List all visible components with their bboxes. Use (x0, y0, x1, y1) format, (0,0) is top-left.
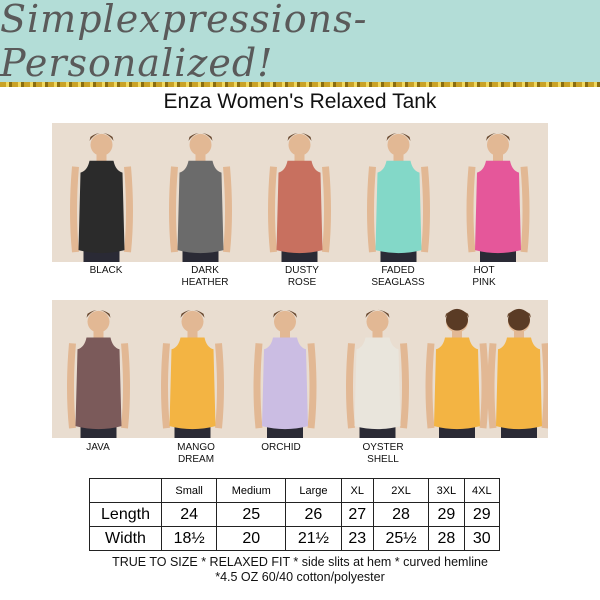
color-label-line1: DUSTY (285, 265, 319, 276)
model-figure (466, 132, 530, 262)
color-label-line1: DARK (191, 265, 219, 276)
size-chart: Small Medium Large XL 2XL 3XL 4XL Length… (89, 478, 501, 551)
size-header-cell: Medium (216, 478, 287, 503)
size-value: 28 (428, 526, 465, 551)
tank-top (354, 337, 401, 430)
color-photo (448, 123, 548, 262)
color-label-line1: ORCHID (261, 442, 301, 453)
size-header-cell: 4XL (463, 478, 501, 503)
model-figure (161, 309, 224, 438)
model-figure (67, 309, 130, 438)
brand-banner: Simplexpressions- Personalized! (0, 0, 600, 85)
size-header-cell: XL (340, 478, 374, 503)
model-figure (425, 308, 489, 438)
model-figure (367, 132, 430, 262)
size-header-row: Small Medium Large XL 2XL 3XL 4XL (89, 478, 501, 503)
size-value: 29 (463, 502, 501, 527)
back-view-photo (425, 300, 548, 438)
color-label: DUSTY ROSE (257, 265, 347, 289)
color-photo-row-2 (52, 300, 548, 438)
size-value: 25 (216, 502, 287, 527)
tank-top (276, 160, 323, 254)
tank-top (169, 337, 216, 430)
model-figure (346, 309, 409, 438)
fabric-note: *4.5 OZ 60/40 cotton/polyester (215, 570, 385, 584)
color-label-line2: ROSE (287, 277, 317, 288)
model-figure (268, 132, 331, 262)
size-header-cell: 3XL (428, 478, 465, 503)
size-value: 23 (340, 526, 374, 551)
size-value: 30 (463, 526, 501, 551)
color-label-line2: PINK (472, 277, 496, 288)
color-photo (52, 123, 151, 262)
product-title: Enza Women's Relaxed Tank (163, 90, 437, 113)
color-label: MANGO DREAM (151, 442, 241, 466)
color-label: OYSTER SHELL (338, 442, 428, 466)
color-label-line1: OYSTER (362, 442, 404, 453)
row-label: Width (89, 526, 162, 551)
model-figure (253, 309, 317, 438)
size-value: 26 (285, 502, 342, 527)
size-header-cell: Small (160, 478, 218, 503)
color-label-line1: FADED (381, 265, 415, 276)
size-value: 27 (340, 502, 374, 527)
color-label-line1: HOT (473, 265, 495, 276)
size-value: 25½ (372, 526, 430, 551)
brand-logo-text: Simplexpressions- Personalized! (0, 0, 368, 85)
color-label-line2: DREAM (177, 454, 215, 465)
tank-top (75, 337, 122, 430)
color-label: HOT PINK (439, 265, 529, 289)
fit-note: TRUE TO SIZE * RELAXED FIT * side slits … (112, 555, 488, 569)
product-notes: TRUE TO SIZE * RELAXED FIT * side slits … (0, 555, 600, 585)
size-value: 18½ (160, 526, 218, 551)
tank-top (177, 160, 224, 254)
color-label-line2: SEAGLASS (371, 277, 425, 288)
color-label-line2: HEATHER (181, 277, 229, 288)
model-figure (487, 308, 548, 438)
model-figure (169, 132, 232, 262)
tank-top (78, 160, 125, 254)
size-value: 29 (428, 502, 465, 527)
color-label-line1: JAVA (86, 442, 110, 453)
color-label-line1: BLACK (89, 265, 123, 276)
size-value: 28 (372, 502, 430, 527)
model-figure (70, 132, 133, 262)
color-photo-row-1 (52, 123, 548, 262)
size-value: 24 (160, 502, 218, 527)
color-label: FADED SEAGLASS (353, 265, 443, 289)
color-label-line1: MANGO (177, 442, 215, 453)
color-photo (52, 300, 145, 438)
tank-top (375, 160, 422, 254)
color-label: BLACK (61, 265, 151, 277)
tank-top (434, 337, 480, 430)
size-header-cell: 2XL (372, 478, 430, 503)
color-label: DARK HEATHER (160, 265, 250, 289)
color-photo (240, 300, 330, 438)
color-photo (145, 300, 240, 438)
color-label: JAVA (53, 442, 143, 454)
color-photo (349, 123, 448, 262)
width-row: Width 18½ 20 21½ 23 25½ 28 30 (89, 526, 501, 551)
size-header-cell (89, 478, 162, 503)
row-label: Length (89, 502, 162, 527)
size-value: 21½ (285, 526, 342, 551)
size-value: 20 (216, 526, 287, 551)
tank-top (496, 337, 542, 430)
color-label-line2: SHELL (367, 454, 399, 465)
color-label: ORCHID (236, 442, 326, 454)
color-photo (151, 123, 250, 262)
tank-top (262, 337, 308, 430)
tank-top (475, 160, 521, 254)
color-photo (330, 300, 425, 438)
color-photo (250, 123, 349, 262)
length-row: Length 24 25 26 27 28 29 29 (89, 502, 501, 527)
glitter-divider (0, 82, 600, 87)
size-header-cell: Large (285, 478, 342, 503)
